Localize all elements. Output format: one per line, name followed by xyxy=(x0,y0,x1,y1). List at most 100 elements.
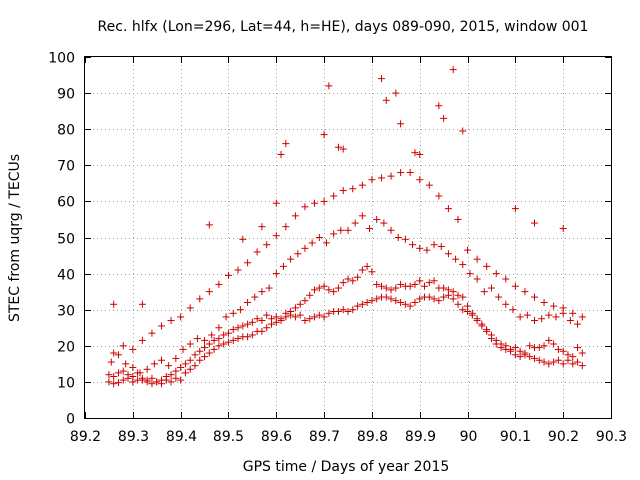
data-point xyxy=(258,327,266,335)
data-point xyxy=(334,143,342,151)
data-point xyxy=(392,89,400,97)
data-point xyxy=(138,376,146,384)
x-tick-label: 89.5 xyxy=(213,429,244,445)
x-tick-label: 89.2 xyxy=(70,429,101,445)
data-point xyxy=(210,345,218,353)
data-point xyxy=(334,284,342,292)
data-point xyxy=(387,286,395,294)
data-point xyxy=(507,345,515,353)
x-tick-label: 89.7 xyxy=(309,429,340,445)
data-point xyxy=(440,284,448,292)
data-point xyxy=(205,221,213,229)
data-point xyxy=(495,293,503,301)
data-point xyxy=(258,288,266,296)
data-point xyxy=(487,284,495,292)
data-point xyxy=(411,149,419,157)
data-point xyxy=(282,140,290,148)
data-point xyxy=(569,360,577,368)
data-point xyxy=(574,358,582,366)
data-point xyxy=(177,363,185,371)
data-point xyxy=(143,378,151,386)
data-point xyxy=(435,102,443,110)
data-point xyxy=(158,356,166,364)
data-point xyxy=(291,313,299,321)
data-point xyxy=(148,380,156,388)
y-tick-label: 0 xyxy=(66,412,75,428)
data-point xyxy=(177,376,185,384)
data-point xyxy=(358,300,366,308)
data-point xyxy=(358,266,366,274)
data-point xyxy=(416,295,424,303)
data-point xyxy=(215,335,223,343)
data-point xyxy=(110,372,118,380)
data-point xyxy=(354,273,362,281)
data-point xyxy=(368,176,376,184)
data-point xyxy=(215,342,223,350)
data-point xyxy=(540,358,548,366)
data-point xyxy=(165,362,173,370)
data-point xyxy=(263,311,271,319)
data-point xyxy=(339,306,347,314)
data-point xyxy=(315,234,323,241)
data-point xyxy=(229,326,237,334)
data-point xyxy=(208,331,216,339)
data-point xyxy=(272,232,280,240)
data-point xyxy=(483,326,491,334)
data-point xyxy=(320,282,328,290)
data-point xyxy=(349,306,357,314)
data-point xyxy=(265,284,273,292)
data-point xyxy=(287,255,295,263)
data-point xyxy=(416,244,424,252)
data-point xyxy=(244,320,252,328)
x-tick-label: 89.8 xyxy=(357,429,388,445)
data-point xyxy=(114,379,122,387)
data-point xyxy=(530,354,538,362)
data-point xyxy=(279,262,287,270)
data-point xyxy=(349,277,357,285)
data-point xyxy=(411,280,419,288)
data-point xyxy=(530,293,538,301)
x-tick-label: 89.6 xyxy=(261,429,292,445)
x-tick-label: 89.4 xyxy=(166,429,197,445)
data-point xyxy=(430,295,438,303)
data-point xyxy=(550,340,558,348)
data-point xyxy=(110,349,118,357)
data-point xyxy=(325,82,333,90)
data-point xyxy=(552,313,560,321)
data-point xyxy=(523,311,531,319)
y-tick-label: 90 xyxy=(57,87,75,103)
data-point xyxy=(416,176,424,184)
data-point xyxy=(291,304,299,312)
x-axis-label: GPS time / Days of year 2015 xyxy=(243,459,450,475)
grid xyxy=(85,57,611,418)
data-point xyxy=(105,371,113,379)
data-point xyxy=(267,320,275,328)
y-tick-label: 70 xyxy=(57,159,75,175)
data-point xyxy=(358,181,366,189)
data-point xyxy=(354,302,362,310)
data-point xyxy=(320,131,328,139)
data-point xyxy=(449,288,457,296)
data-point xyxy=(191,362,199,370)
data-point xyxy=(437,243,445,251)
data-point xyxy=(122,360,130,368)
data-point xyxy=(401,300,409,308)
data-point xyxy=(181,369,189,377)
data-point xyxy=(368,268,376,276)
data-point xyxy=(526,353,534,361)
data-point xyxy=(473,255,481,263)
data-point xyxy=(449,66,457,74)
data-point xyxy=(559,304,567,312)
data-point xyxy=(397,169,405,177)
data-point xyxy=(363,298,371,306)
data-point xyxy=(330,230,338,238)
data-point xyxy=(258,317,266,325)
data-point xyxy=(545,336,553,344)
data-point xyxy=(315,311,323,319)
data-point xyxy=(444,205,452,213)
data-point xyxy=(569,309,577,317)
data-point xyxy=(530,219,538,227)
y-tick-labels: 0 10 20 30 40 50 60 70 80 90 100 xyxy=(48,51,75,428)
data-point xyxy=(234,266,242,274)
data-point xyxy=(287,308,295,316)
